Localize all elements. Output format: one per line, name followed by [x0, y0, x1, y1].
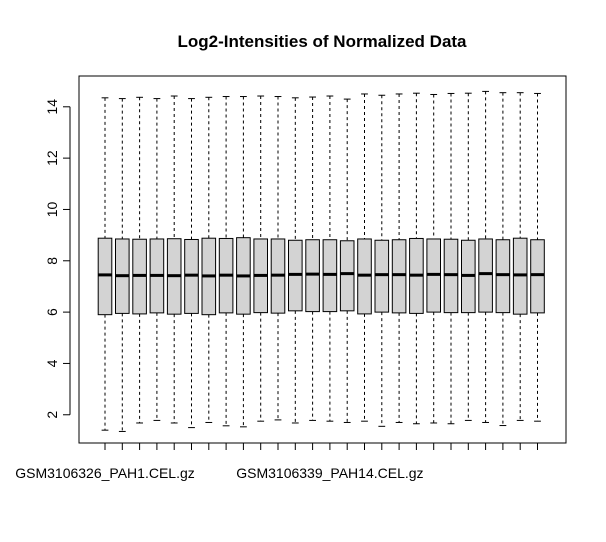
box-14 — [322, 95, 338, 422]
y-tick-label: 4 — [44, 359, 60, 367]
iqr-box — [339, 240, 355, 312]
boxes-layer — [97, 90, 545, 432]
box-21 — [443, 92, 459, 425]
box-13 — [305, 96, 320, 421]
box-8 — [218, 96, 234, 427]
y-tick-label: 10 — [44, 201, 60, 217]
box-15 — [339, 98, 355, 423]
box-3 — [132, 96, 147, 424]
x-tick-label: GSM3106326_PAH1.CEL.gz — [15, 465, 195, 481]
box-18 — [391, 93, 407, 423]
x-tick-label: GSM3106339_PAH14.CEL.gz — [236, 465, 423, 481]
box-20 — [426, 93, 441, 424]
chart-title: Log2-Intensities of Normalized Data — [177, 32, 467, 51]
box-11 — [270, 96, 286, 421]
box-4 — [149, 98, 165, 421]
box-9 — [236, 96, 251, 428]
iqr-box — [97, 237, 113, 316]
box-26 — [530, 92, 545, 422]
iqr-box — [305, 239, 320, 313]
y-tick-label: 14 — [44, 99, 60, 115]
box-19 — [409, 92, 424, 425]
box-2 — [115, 98, 130, 432]
box-10 — [253, 95, 268, 422]
box-7 — [201, 96, 217, 423]
box-5 — [166, 95, 182, 424]
box-17 — [374, 94, 390, 427]
box-6 — [184, 98, 199, 429]
y-tick-label: 8 — [44, 257, 60, 265]
box-12 — [288, 97, 303, 424]
y-tick-label: 12 — [44, 150, 60, 166]
iqr-box — [530, 239, 545, 314]
y-tick-label: 2 — [44, 411, 60, 419]
iqr-box — [495, 239, 511, 314]
box-1 — [97, 97, 113, 431]
box-16 — [357, 93, 372, 422]
iqr-box — [391, 239, 407, 314]
x-axis: GSM3106326_PAH1.CEL.gz GSM3106339_PAH14.C… — [15, 442, 538, 481]
iqr-box — [478, 238, 493, 313]
box-24 — [495, 92, 511, 427]
iqr-box — [374, 239, 390, 313]
box-22 — [461, 92, 476, 421]
box-23 — [478, 90, 493, 423]
y-axis: 2 4 6 8 10 12 14 — [44, 99, 71, 419]
box-25 — [512, 92, 528, 421]
y-tick-label: 6 — [44, 308, 60, 316]
